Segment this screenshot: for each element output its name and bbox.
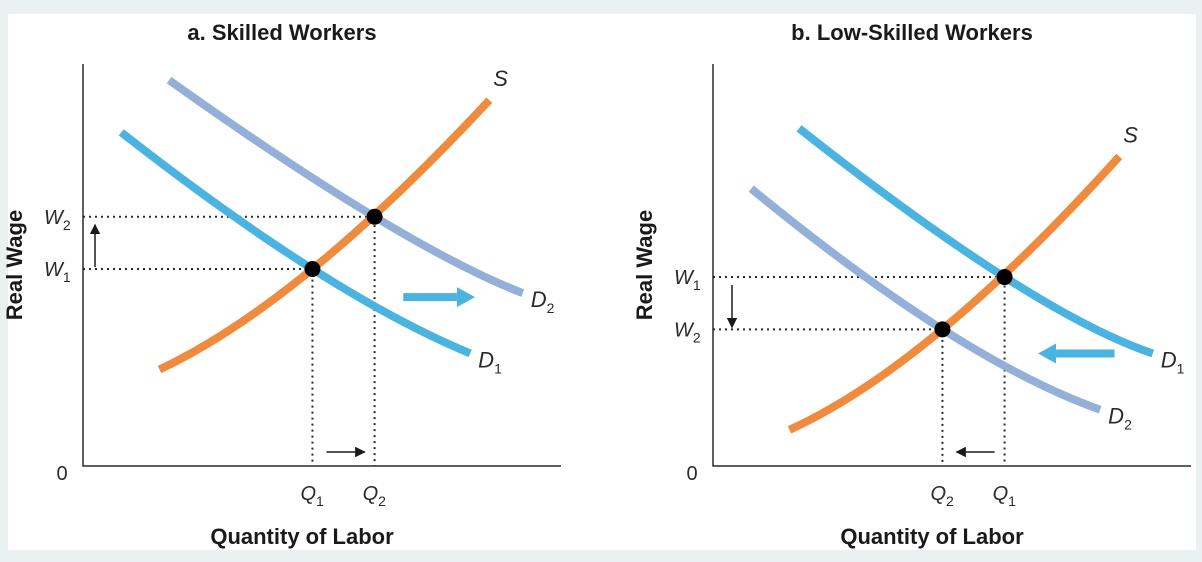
y-axis-title: Real Wage: [632, 210, 657, 320]
axes: [82, 64, 561, 467]
demand-label-1: D1: [1161, 347, 1185, 376]
demand-label-2-main: D: [1108, 404, 1124, 429]
quantity-tick-1-subscript: 1: [316, 493, 324, 509]
equilibrium-point-1: [304, 261, 321, 278]
demand-label-2-subscript: 2: [1124, 417, 1132, 433]
x-axis-title: Quantity of Labor: [210, 524, 394, 549]
wage-tick-2-main: W: [44, 207, 65, 229]
demand-label-1-main: D: [478, 347, 494, 372]
wage-tick-2: W2: [44, 207, 71, 233]
quantity-tick-2-main: Q: [930, 483, 946, 505]
supply-label-main: S: [1123, 122, 1138, 147]
quantity-tick-2: Q2: [930, 483, 954, 509]
equilibrium-point-1: [996, 269, 1013, 286]
panel-skilled-workers: a. Skilled Workers Real Wage Quantity of L…: [2, 20, 561, 549]
wage-tick-2-subscript: 2: [693, 329, 701, 345]
demand-label-1-subscript: 1: [494, 360, 502, 376]
origin-label: 0: [686, 463, 697, 485]
wage-tick-1-subscript: 1: [693, 277, 701, 293]
demand-label-2: D2: [1108, 404, 1132, 433]
demand-label-2-subscript: 2: [547, 300, 555, 316]
quantity-tick-2-subscript: 2: [378, 493, 386, 509]
quantity-tick-1-main: Q: [300, 483, 316, 505]
wage-tick-1-subscript: 1: [63, 269, 71, 285]
equilibrium-point-2: [366, 208, 383, 225]
axes: [712, 64, 1191, 467]
wage-tick-1: W1: [674, 267, 701, 293]
demand-shift-arrowhead: [456, 287, 475, 308]
demand-label-1-main: D: [1161, 347, 1177, 372]
demand-label-1-subscript: 1: [1177, 360, 1185, 376]
quantity-tick-1: Q1: [993, 483, 1017, 509]
quantity-tick-2-subscript: 2: [946, 493, 954, 509]
wage-tick-1-main: W: [44, 259, 65, 281]
supply-label: S: [493, 66, 508, 91]
y-axis-title: Real Wage: [2, 210, 27, 320]
wage-tick-2: W2: [674, 319, 701, 345]
quantity-tick-1-subscript: 1: [1008, 493, 1016, 509]
quantity-tick-2-main: Q: [363, 483, 379, 505]
demand-shift-arrowhead: [1038, 343, 1057, 364]
equilibrium-guide-2: [83, 215, 376, 466]
demand-label-2-main: D: [531, 287, 547, 312]
quantity-tick-2: Q2: [363, 483, 387, 509]
origin-label: 0: [56, 463, 67, 485]
quantity-tick-1: Q1: [300, 483, 324, 509]
wage-tick-1-main: W: [674, 267, 695, 289]
demand-label-2: D2: [531, 287, 555, 316]
panel-low-skilled-workers: b. Low-Skilled Workers Real Wage Quantity …: [632, 20, 1191, 549]
wage-tick-1: W1: [44, 259, 71, 285]
chart-title: b. Low-Skilled Workers: [791, 20, 1033, 45]
wage-tick-2-subscript: 2: [63, 217, 71, 233]
chart-title: a. Skilled Workers: [187, 20, 376, 45]
equilibrium-point-2: [934, 321, 951, 338]
supply-label-main: S: [493, 66, 508, 91]
supply-label: S: [1123, 122, 1138, 147]
quantity-tick-1-main: Q: [993, 483, 1009, 505]
equilibrium-guide-1: [713, 276, 1006, 466]
wage-tick-2-main: W: [674, 319, 695, 341]
x-axis-title: Quantity of Labor: [840, 524, 1024, 549]
demand-label-1: D1: [478, 347, 502, 376]
